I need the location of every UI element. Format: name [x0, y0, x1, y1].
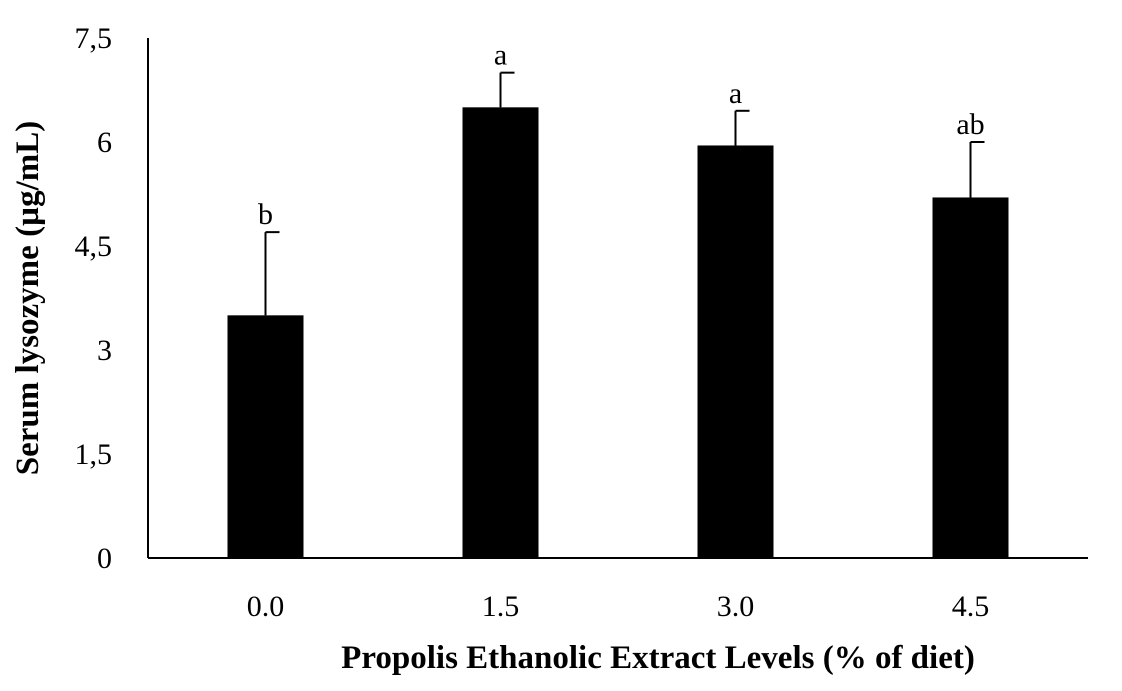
significance-label: ab — [956, 108, 984, 141]
x-tick-labels: 0.0 1.5 3.0 4.5 — [247, 590, 990, 623]
significance-label: a — [729, 77, 742, 110]
significance-label: b — [258, 198, 273, 231]
y-tick-labels: 0 1,5 3 4,5 6 7,5 — [75, 22, 113, 575]
y-tick-label: 3 — [97, 334, 112, 367]
x-tick-label: 4.5 — [952, 590, 990, 623]
y-tick-label: 0 — [97, 542, 112, 575]
y-tick-label: 4,5 — [75, 230, 113, 263]
y-tick-label: 6 — [97, 126, 112, 159]
significance-label: a — [494, 39, 507, 72]
y-tick-label: 7,5 — [75, 22, 113, 55]
x-tick-label: 1.5 — [482, 590, 520, 623]
error-bar — [264, 231, 280, 316]
significance-labels: b a a ab — [258, 39, 985, 231]
error-bars — [264, 71, 985, 316]
error-bar — [734, 109, 750, 146]
x-axis-title: Propolis Ethanolic Extract Levels (% of … — [341, 640, 975, 676]
bars — [227, 107, 1009, 558]
error-bar — [969, 141, 985, 198]
error-bar — [499, 71, 515, 108]
x-tick-label: 3.0 — [717, 590, 755, 623]
x-tick-label: 0.0 — [247, 590, 285, 623]
y-axis-title: Serum lysozyme (µg/mL) — [10, 121, 46, 475]
bar — [932, 197, 1009, 558]
bar — [462, 107, 539, 558]
y-tick-label: 1,5 — [75, 438, 113, 471]
bar — [697, 145, 774, 558]
bar — [227, 315, 304, 558]
